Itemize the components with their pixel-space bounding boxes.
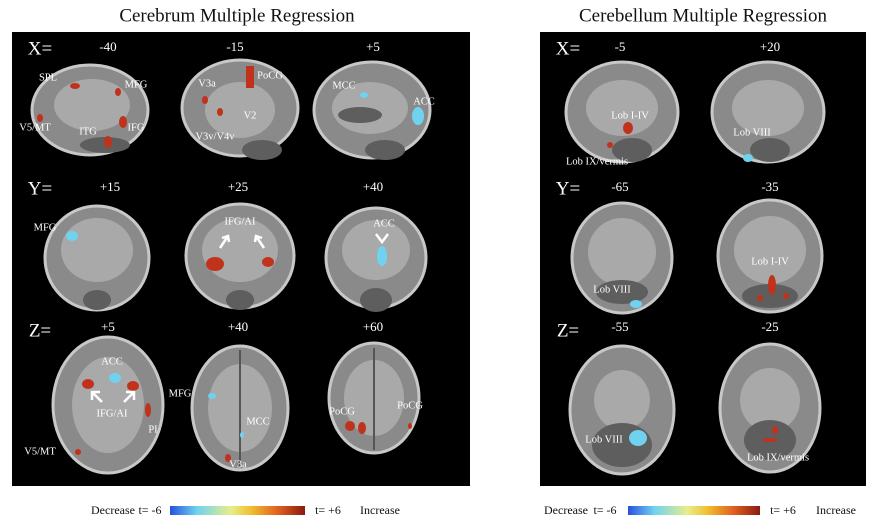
region-label: Lob I-IV (611, 110, 649, 121)
colorbar-high-label: Increase (816, 503, 856, 517)
slice-label: -5 (615, 39, 626, 54)
colorbar (628, 506, 760, 515)
slice-label: -55 (611, 319, 628, 334)
region-label: MFG (169, 388, 192, 399)
region-label: Lob IX/vermis (747, 452, 809, 463)
region-label: ACC (101, 356, 123, 367)
region-label: PoCG (397, 400, 423, 411)
slice-label: -25 (761, 319, 778, 334)
region-label: MFG (34, 222, 57, 233)
region-label: PoCG (329, 406, 355, 417)
colorbar-low-label: Decrease (91, 503, 135, 517)
slice-label: +15 (100, 179, 120, 194)
region-label: V3a (229, 459, 247, 470)
slice-label: -65 (611, 179, 628, 194)
region-label: MCC (332, 80, 355, 91)
slice-label: -35 (761, 179, 778, 194)
region-label: V3a (198, 78, 216, 89)
colorbar-min: t= -6 (593, 503, 616, 517)
colorbar (170, 506, 305, 515)
panel-title: Cerebrum Multiple Regression (119, 5, 355, 26)
axis-label: X= (556, 38, 580, 59)
slice-label: +5 (101, 319, 115, 334)
region-label: MCC (246, 416, 269, 427)
axis-label: Y= (28, 178, 52, 199)
axis-label: Z= (557, 320, 579, 341)
slice-label: -40 (99, 39, 116, 54)
region-label: IFG/AI (225, 216, 256, 227)
region-label: ACC (373, 218, 395, 229)
colorbar-high-label: Increase (360, 503, 400, 517)
slice-label: +40 (363, 179, 383, 194)
region-label: PI (148, 424, 158, 435)
slice-label: +40 (228, 319, 248, 334)
figure: Cerebrum Multiple Regression Cerebellum … (0, 0, 879, 523)
region-label: V5/MT (24, 446, 56, 457)
axis-label: Y= (556, 178, 580, 199)
colorbar-max: t= +6 (315, 503, 341, 517)
panel-title: Cerebellum Multiple Regression (579, 5, 828, 26)
region-label: IFG/AI (97, 408, 128, 419)
axis-label: X= (28, 38, 52, 59)
colorbar-low-label: Decrease (544, 503, 588, 517)
region-label: Lob VIII (585, 434, 623, 445)
slice-label: +60 (363, 319, 383, 334)
region-label: Lob VIII (593, 284, 631, 295)
region-label: PoCG (257, 70, 283, 81)
region-label: SPL (39, 72, 57, 83)
slice-label: +20 (760, 39, 780, 54)
slice-label: +25 (228, 179, 248, 194)
axis-label: Z= (29, 320, 51, 341)
colorbar-max: t= +6 (770, 503, 796, 517)
region-label: Lob VIII (733, 127, 771, 138)
region-label: Lob IX/vermis (566, 156, 628, 167)
region-label: Lob I-IV (751, 256, 789, 267)
region-label: ACC (413, 96, 435, 107)
slice-label: +5 (366, 39, 380, 54)
region-label: IFG (128, 122, 145, 133)
region-label: ITG (79, 126, 97, 137)
region-label: V2 (244, 110, 257, 121)
slice-label: -15 (226, 39, 243, 54)
region-label: V5/MT (19, 122, 51, 133)
colorbar-min: t= -6 (138, 503, 161, 517)
region-label: MFG (125, 79, 148, 90)
region-label: V3v/V4v (195, 131, 235, 142)
